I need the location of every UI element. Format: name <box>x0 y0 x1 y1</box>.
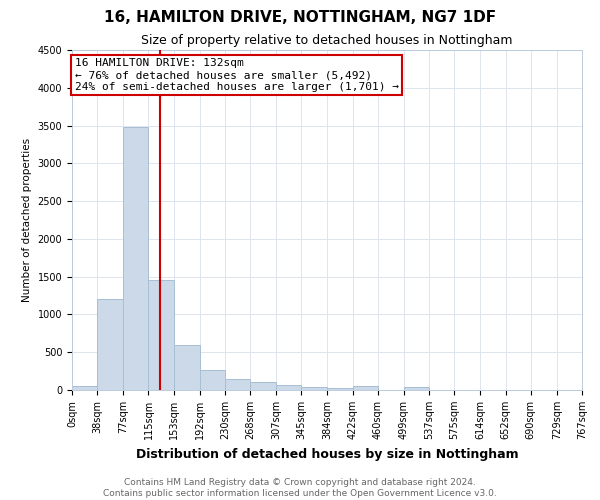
Text: Contains HM Land Registry data © Crown copyright and database right 2024.
Contai: Contains HM Land Registry data © Crown c… <box>103 478 497 498</box>
Bar <box>353 386 378 390</box>
Bar <box>72 386 97 390</box>
Bar <box>174 346 200 390</box>
Text: 16, HAMILTON DRIVE, NOTTINGHAM, NG7 1DF: 16, HAMILTON DRIVE, NOTTINGHAM, NG7 1DF <box>104 10 496 25</box>
Bar <box>123 127 148 390</box>
Bar <box>328 388 353 390</box>
Bar <box>404 387 429 390</box>
Bar <box>200 370 225 390</box>
Bar <box>301 387 328 390</box>
X-axis label: Distribution of detached houses by size in Nottingham: Distribution of detached houses by size … <box>136 448 518 460</box>
Text: 16 HAMILTON DRIVE: 132sqm
← 76% of detached houses are smaller (5,492)
24% of se: 16 HAMILTON DRIVE: 132sqm ← 76% of detac… <box>74 58 398 92</box>
Title: Size of property relative to detached houses in Nottingham: Size of property relative to detached ho… <box>141 34 513 48</box>
Bar <box>250 382 276 390</box>
Bar <box>148 280 174 390</box>
Bar <box>276 386 301 390</box>
Bar <box>225 378 250 390</box>
Y-axis label: Number of detached properties: Number of detached properties <box>22 138 32 302</box>
Bar <box>97 300 123 390</box>
